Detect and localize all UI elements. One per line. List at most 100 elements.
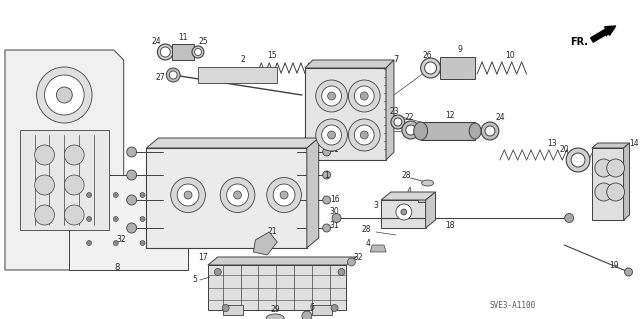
Text: 27: 27	[156, 72, 165, 81]
Text: 28: 28	[401, 170, 411, 180]
Bar	[172, 44, 194, 60]
Circle shape	[566, 148, 590, 172]
Circle shape	[328, 131, 335, 139]
Circle shape	[36, 67, 92, 123]
Text: 2: 2	[240, 56, 245, 64]
Ellipse shape	[184, 191, 192, 199]
Polygon shape	[592, 143, 630, 148]
Text: 7: 7	[393, 56, 399, 64]
Text: 1: 1	[324, 170, 329, 180]
Polygon shape	[312, 305, 332, 315]
Ellipse shape	[469, 123, 481, 139]
Text: 32: 32	[116, 235, 125, 244]
Ellipse shape	[177, 184, 199, 206]
Text: 16: 16	[330, 196, 339, 204]
Text: 24: 24	[495, 114, 505, 122]
Circle shape	[481, 122, 499, 140]
Circle shape	[127, 170, 136, 180]
Circle shape	[323, 196, 331, 204]
Circle shape	[86, 241, 92, 246]
Text: 17: 17	[198, 254, 208, 263]
Text: 9: 9	[458, 46, 463, 55]
Circle shape	[391, 115, 405, 129]
Text: 24: 24	[152, 38, 161, 47]
Text: 5: 5	[193, 276, 197, 285]
Text: 32: 32	[353, 254, 363, 263]
Circle shape	[322, 86, 342, 106]
Circle shape	[607, 159, 625, 177]
Circle shape	[127, 147, 136, 157]
Text: 18: 18	[445, 220, 455, 229]
Circle shape	[332, 213, 341, 222]
Text: 20: 20	[559, 145, 569, 154]
Circle shape	[56, 87, 72, 103]
Circle shape	[625, 268, 632, 276]
Circle shape	[360, 92, 368, 100]
Text: 4: 4	[366, 239, 371, 248]
Circle shape	[323, 224, 331, 232]
Text: 26: 26	[423, 50, 433, 60]
Circle shape	[406, 125, 416, 135]
Polygon shape	[5, 50, 124, 270]
Polygon shape	[208, 257, 356, 265]
Circle shape	[192, 46, 204, 58]
Circle shape	[348, 119, 380, 151]
Text: 14: 14	[630, 139, 639, 149]
Circle shape	[113, 192, 118, 197]
Polygon shape	[381, 200, 426, 228]
Circle shape	[328, 92, 335, 100]
Circle shape	[35, 145, 54, 165]
Circle shape	[595, 183, 612, 201]
Circle shape	[140, 241, 145, 246]
Text: 25: 25	[198, 38, 208, 47]
Circle shape	[420, 58, 440, 78]
Ellipse shape	[267, 177, 301, 212]
Text: 21: 21	[268, 227, 277, 236]
Circle shape	[338, 269, 345, 276]
Circle shape	[169, 71, 177, 79]
Polygon shape	[223, 305, 243, 315]
Text: 28: 28	[362, 226, 371, 234]
Circle shape	[65, 175, 84, 195]
Circle shape	[607, 183, 625, 201]
Circle shape	[222, 305, 229, 311]
Ellipse shape	[171, 177, 205, 212]
Circle shape	[322, 125, 342, 145]
Circle shape	[65, 205, 84, 225]
Circle shape	[316, 80, 348, 112]
Circle shape	[65, 145, 84, 165]
Circle shape	[485, 126, 495, 136]
Text: 30: 30	[330, 207, 339, 217]
Text: 11: 11	[179, 33, 188, 41]
Circle shape	[167, 217, 172, 221]
Text: 12: 12	[445, 110, 455, 120]
Bar	[420, 122, 475, 140]
Ellipse shape	[280, 191, 288, 199]
Circle shape	[140, 217, 145, 221]
Text: 6: 6	[309, 303, 314, 313]
Text: 15: 15	[268, 50, 277, 60]
Circle shape	[86, 217, 92, 221]
Polygon shape	[305, 60, 394, 68]
Text: FR.: FR.	[570, 37, 588, 47]
Circle shape	[157, 44, 173, 60]
Circle shape	[86, 192, 92, 197]
Polygon shape	[386, 60, 394, 160]
Polygon shape	[147, 148, 307, 248]
Text: 23: 23	[389, 108, 399, 116]
Circle shape	[323, 171, 331, 179]
Polygon shape	[623, 143, 630, 220]
Circle shape	[331, 305, 338, 311]
Ellipse shape	[266, 314, 284, 319]
Circle shape	[355, 86, 374, 106]
Circle shape	[323, 148, 331, 156]
Circle shape	[127, 223, 136, 233]
Circle shape	[35, 205, 54, 225]
Circle shape	[396, 204, 412, 220]
Text: 3: 3	[374, 201, 379, 210]
Text: 10: 10	[505, 50, 515, 60]
Polygon shape	[413, 194, 426, 202]
Ellipse shape	[234, 191, 241, 199]
Text: 29: 29	[270, 306, 280, 315]
Circle shape	[394, 118, 402, 126]
